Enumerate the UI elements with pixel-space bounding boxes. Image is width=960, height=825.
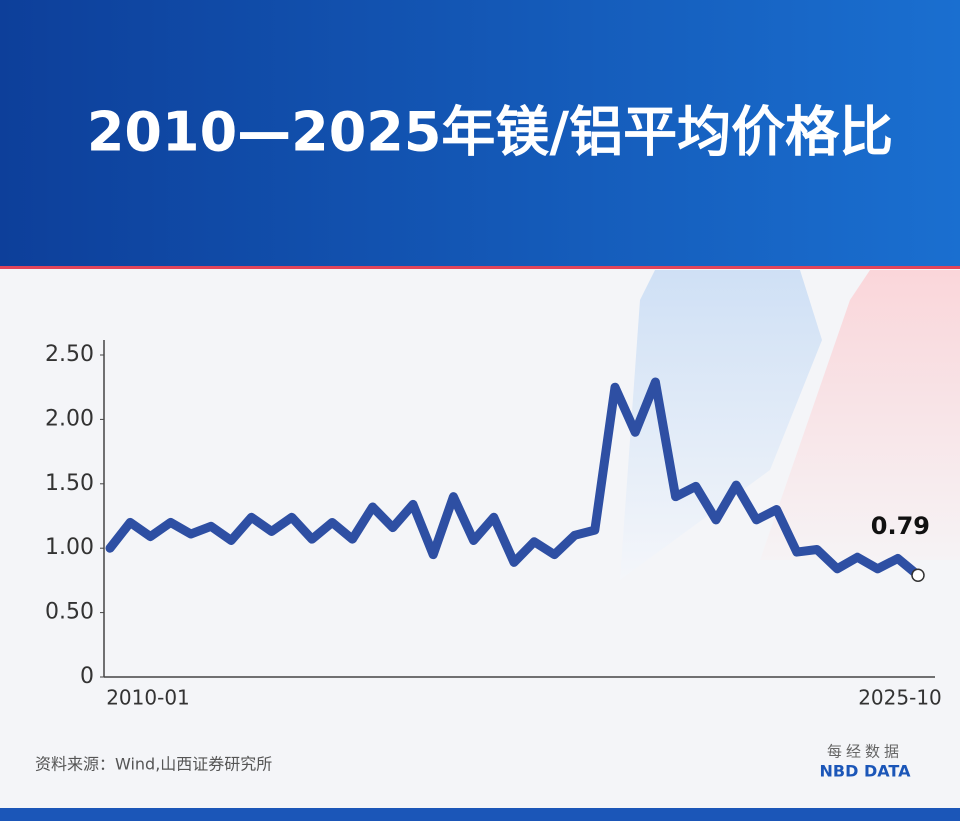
decor-red	[760, 270, 960, 560]
x-tick-label: 2010-01	[106, 686, 190, 710]
y-tick-label: 1.00	[45, 535, 94, 560]
end-marker	[911, 568, 925, 582]
y-tick-label: 0	[80, 664, 94, 689]
y-tick-label: 1.50	[45, 471, 94, 496]
header-band	[0, 0, 960, 266]
y-tick-label: 0.50	[45, 600, 94, 625]
line	[105, 377, 923, 580]
header-rule	[0, 266, 960, 269]
x-tick-label: 2025-10	[858, 686, 942, 710]
chart-title: 2010—2025年镁/铝平均价格比	[87, 101, 893, 164]
y-tick-label: 2.50	[45, 342, 94, 367]
logo-cn: 每经数据	[827, 743, 903, 761]
data-label: 0.79	[871, 512, 930, 540]
source: 资料来源：Wind,山西证券研究所	[35, 755, 272, 774]
footer-band	[0, 808, 960, 821]
y-tick-label: 2.00	[45, 406, 94, 431]
logo-en: NBD DATA	[820, 762, 912, 781]
decor-blue	[620, 270, 822, 580]
